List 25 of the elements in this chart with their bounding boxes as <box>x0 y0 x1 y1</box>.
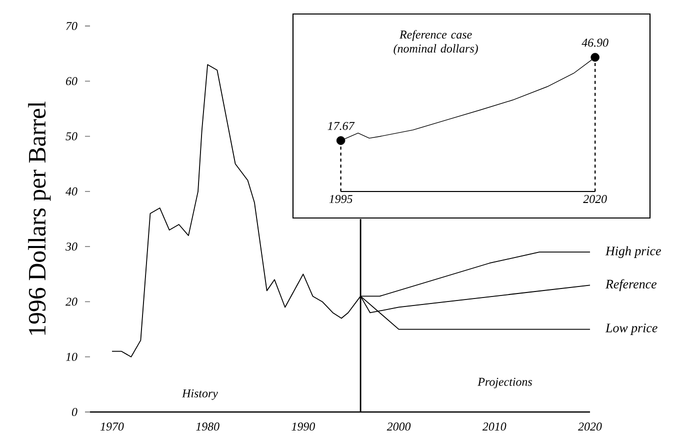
x-tick-label: 2010 <box>482 422 506 431</box>
y-tick-label: 30 <box>66 242 78 251</box>
x-tick-label: 1995 <box>329 194 352 204</box>
chart-title: Reference case (nominal dollars) <box>394 30 478 56</box>
y-tick-label: 60 <box>66 77 78 86</box>
y-tick-label: 20 <box>66 298 78 306</box>
x-tick-label: 2000 <box>386 422 411 431</box>
data-label: 46.90 <box>582 38 608 47</box>
y-tick-label: 10 <box>66 352 78 361</box>
annotation: History <box>182 389 218 400</box>
series-label: Reference <box>605 279 657 292</box>
y-tick-label: 50 <box>66 132 78 140</box>
y-tick-label: 0 <box>72 408 78 416</box>
y-tick-label: 40 <box>66 187 78 196</box>
x-tick-label: 2020 <box>583 194 607 204</box>
y-axis-title: 1996 Dollars per Barrel <box>28 102 51 335</box>
x-tick-label: 1990 <box>292 422 315 431</box>
annotation: Projections <box>478 378 532 388</box>
x-tick-label: 2020 <box>578 422 602 431</box>
y-tick-label: 70 <box>66 22 78 30</box>
series-label: High price <box>605 246 661 258</box>
data-label: 17.67 <box>328 122 355 130</box>
series-label: Low price <box>605 324 658 335</box>
x-tick-label: 1970 <box>100 422 124 431</box>
x-tick-label: 1980 <box>196 422 220 431</box>
